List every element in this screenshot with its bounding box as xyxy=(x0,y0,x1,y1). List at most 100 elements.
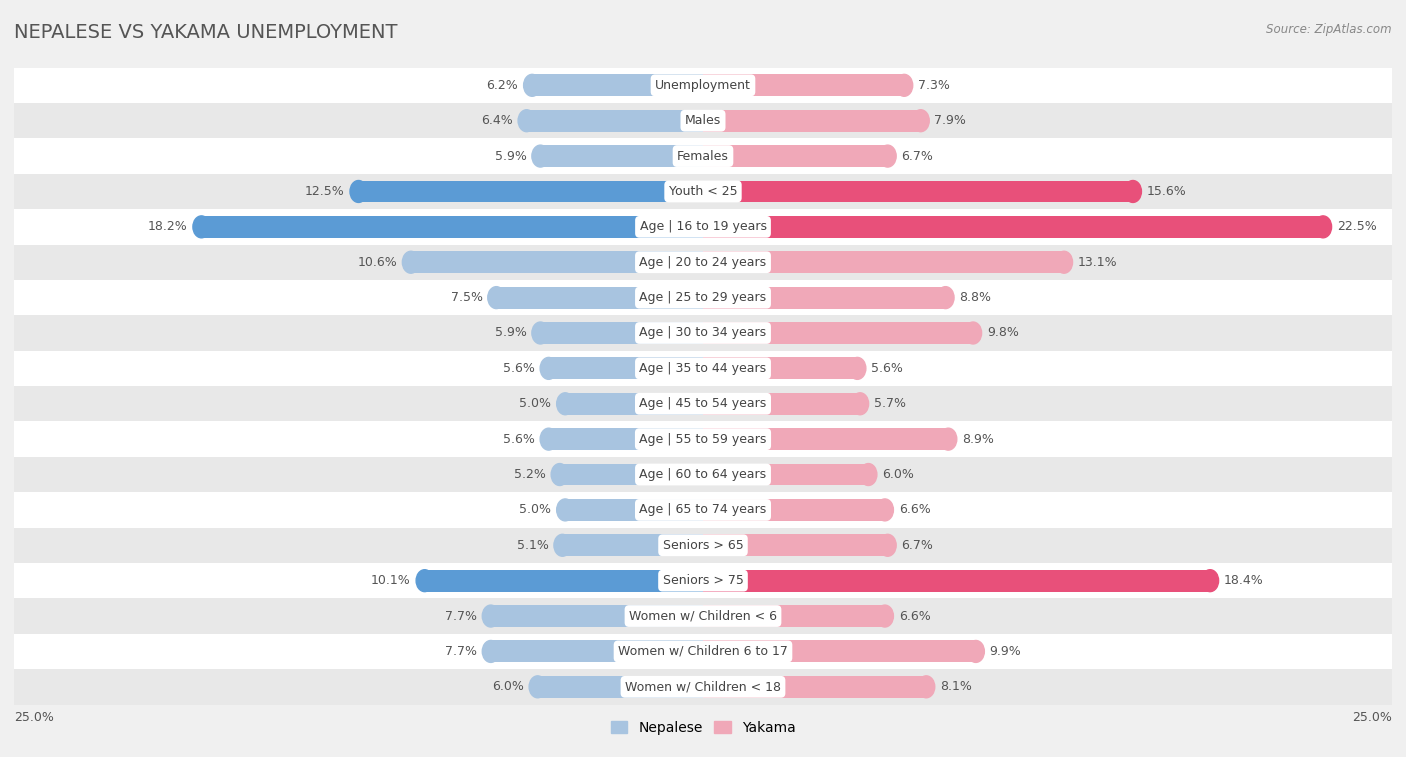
Text: 5.9%: 5.9% xyxy=(495,326,527,339)
Circle shape xyxy=(523,74,541,96)
Circle shape xyxy=(482,605,499,627)
FancyBboxPatch shape xyxy=(14,422,1392,456)
Circle shape xyxy=(967,640,984,662)
Bar xyxy=(703,676,927,698)
Text: 10.6%: 10.6% xyxy=(357,256,396,269)
Text: 5.6%: 5.6% xyxy=(872,362,903,375)
Circle shape xyxy=(860,463,877,485)
Bar xyxy=(548,428,703,450)
Bar xyxy=(565,499,703,521)
Bar xyxy=(565,393,703,415)
Text: Youth < 25: Youth < 25 xyxy=(669,185,737,198)
Text: Age | 25 to 29 years: Age | 25 to 29 years xyxy=(640,291,766,304)
Bar xyxy=(527,110,703,132)
Text: 5.0%: 5.0% xyxy=(519,397,551,410)
Circle shape xyxy=(557,499,574,521)
Circle shape xyxy=(554,534,571,556)
Text: 12.5%: 12.5% xyxy=(305,185,344,198)
Bar xyxy=(491,640,703,662)
Text: Age | 35 to 44 years: Age | 35 to 44 years xyxy=(640,362,766,375)
Bar xyxy=(703,428,948,450)
FancyBboxPatch shape xyxy=(14,139,1392,174)
Bar xyxy=(703,357,858,379)
Circle shape xyxy=(1056,251,1073,273)
Circle shape xyxy=(531,145,548,167)
Bar xyxy=(537,676,703,698)
Bar xyxy=(201,216,703,238)
Text: 6.7%: 6.7% xyxy=(901,150,934,163)
Circle shape xyxy=(939,428,957,450)
Circle shape xyxy=(517,110,536,132)
Circle shape xyxy=(531,322,548,344)
Bar xyxy=(703,180,1133,202)
Text: 7.9%: 7.9% xyxy=(935,114,966,127)
Text: Women w/ Children < 6: Women w/ Children < 6 xyxy=(628,609,778,622)
Text: 5.9%: 5.9% xyxy=(495,150,527,163)
Text: NEPALESE VS YAKAMA UNEMPLOYMENT: NEPALESE VS YAKAMA UNEMPLOYMENT xyxy=(14,23,398,42)
Bar xyxy=(703,570,1211,592)
Text: 10.1%: 10.1% xyxy=(371,574,411,587)
Text: Women w/ Children 6 to 17: Women w/ Children 6 to 17 xyxy=(619,645,787,658)
Text: Unemployment: Unemployment xyxy=(655,79,751,92)
Text: 6.7%: 6.7% xyxy=(901,539,934,552)
Text: 6.4%: 6.4% xyxy=(481,114,513,127)
Text: 6.6%: 6.6% xyxy=(898,609,931,622)
Text: 18.2%: 18.2% xyxy=(148,220,187,233)
Bar xyxy=(540,145,703,167)
Circle shape xyxy=(965,322,981,344)
Text: Age | 60 to 64 years: Age | 60 to 64 years xyxy=(640,468,766,481)
Text: 8.9%: 8.9% xyxy=(962,433,994,446)
Bar xyxy=(703,534,887,556)
Circle shape xyxy=(488,287,505,309)
Circle shape xyxy=(876,499,893,521)
Bar xyxy=(540,322,703,344)
Text: Females: Females xyxy=(678,150,728,163)
Circle shape xyxy=(849,357,866,379)
Text: Age | 20 to 24 years: Age | 20 to 24 years xyxy=(640,256,766,269)
Text: 5.0%: 5.0% xyxy=(519,503,551,516)
FancyBboxPatch shape xyxy=(14,350,1392,386)
Circle shape xyxy=(1315,216,1331,238)
Text: Age | 45 to 54 years: Age | 45 to 54 years xyxy=(640,397,766,410)
Text: 5.6%: 5.6% xyxy=(503,362,534,375)
Text: Seniors > 65: Seniors > 65 xyxy=(662,539,744,552)
FancyBboxPatch shape xyxy=(14,669,1392,705)
Text: Women w/ Children < 18: Women w/ Children < 18 xyxy=(626,681,780,693)
Bar xyxy=(560,463,703,485)
Circle shape xyxy=(912,110,929,132)
Text: Age | 55 to 59 years: Age | 55 to 59 years xyxy=(640,433,766,446)
Text: Age | 65 to 74 years: Age | 65 to 74 years xyxy=(640,503,766,516)
FancyBboxPatch shape xyxy=(14,528,1392,563)
FancyBboxPatch shape xyxy=(14,386,1392,422)
Bar xyxy=(703,251,1064,273)
Circle shape xyxy=(557,393,574,415)
Bar xyxy=(703,216,1323,238)
Legend: Nepalese, Yakama: Nepalese, Yakama xyxy=(605,715,801,740)
FancyBboxPatch shape xyxy=(14,209,1392,245)
Circle shape xyxy=(482,640,499,662)
Bar xyxy=(531,74,703,96)
Text: Age | 30 to 34 years: Age | 30 to 34 years xyxy=(640,326,766,339)
FancyBboxPatch shape xyxy=(14,316,1392,350)
FancyBboxPatch shape xyxy=(14,563,1392,598)
Circle shape xyxy=(918,676,935,698)
Circle shape xyxy=(936,287,955,309)
FancyBboxPatch shape xyxy=(14,634,1392,669)
Text: 25.0%: 25.0% xyxy=(14,711,53,724)
Text: 18.4%: 18.4% xyxy=(1223,574,1264,587)
Circle shape xyxy=(1125,180,1142,202)
Circle shape xyxy=(416,570,433,592)
Bar xyxy=(548,357,703,379)
Bar xyxy=(703,74,904,96)
Circle shape xyxy=(852,393,869,415)
FancyBboxPatch shape xyxy=(14,245,1392,280)
Bar xyxy=(411,251,703,273)
Text: Seniors > 75: Seniors > 75 xyxy=(662,574,744,587)
Text: 6.0%: 6.0% xyxy=(492,681,524,693)
FancyBboxPatch shape xyxy=(14,492,1392,528)
Text: 6.6%: 6.6% xyxy=(898,503,931,516)
Text: 7.7%: 7.7% xyxy=(446,645,477,658)
Circle shape xyxy=(529,676,546,698)
Bar xyxy=(703,499,884,521)
Text: 8.1%: 8.1% xyxy=(941,681,972,693)
